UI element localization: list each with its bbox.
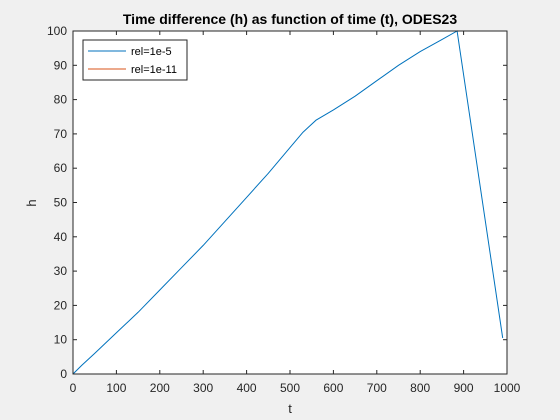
- x-tick-label: 0: [70, 381, 77, 395]
- y-axis: 0 10 20 30 40 50 60 70 80 90 100: [47, 24, 507, 381]
- x-tick-label: 900: [454, 381, 474, 395]
- x-axis-label: t: [288, 401, 292, 416]
- x-tick-label: 200: [150, 381, 170, 395]
- y-axis-label: h: [24, 199, 39, 206]
- y-tick-label: 20: [54, 298, 68, 312]
- legend-label-series-2: rel=1e-11: [131, 64, 177, 76]
- legend: rel=1e-5 rel=1e-11: [82, 39, 188, 81]
- x-axis: 0 100 200 300 400 500 600 700 800 900 1000: [70, 31, 521, 395]
- y-tick-label: 60: [54, 161, 68, 175]
- y-tick-label: 80: [54, 93, 68, 107]
- x-tick-label: 600: [323, 381, 343, 395]
- y-tick-label: 10: [54, 333, 68, 347]
- x-tick-label: 300: [193, 381, 213, 395]
- legend-box: [82, 39, 188, 81]
- x-tick-label: 700: [367, 381, 387, 395]
- x-tick-label: 400: [237, 381, 257, 395]
- y-tick-label: 100: [47, 24, 67, 38]
- y-tick-label: 50: [54, 196, 68, 210]
- x-tick-label: 1000: [494, 381, 521, 395]
- y-tick-label: 30: [54, 264, 68, 278]
- x-tick-label: 800: [410, 381, 430, 395]
- x-tick-label: 500: [280, 381, 300, 395]
- x-tick-label: 100: [106, 381, 126, 395]
- series-line-1: [72, 30, 504, 375]
- chart-title: Time difference (h) as function of time …: [123, 11, 457, 27]
- legend-label-series-1: rel=1e-5: [131, 46, 172, 58]
- plot-area: [73, 31, 507, 374]
- y-tick-label: 90: [54, 58, 68, 72]
- y-tick-label: 40: [54, 230, 68, 244]
- y-tick-label: 70: [54, 127, 68, 141]
- y-tick-label: 0: [60, 367, 67, 381]
